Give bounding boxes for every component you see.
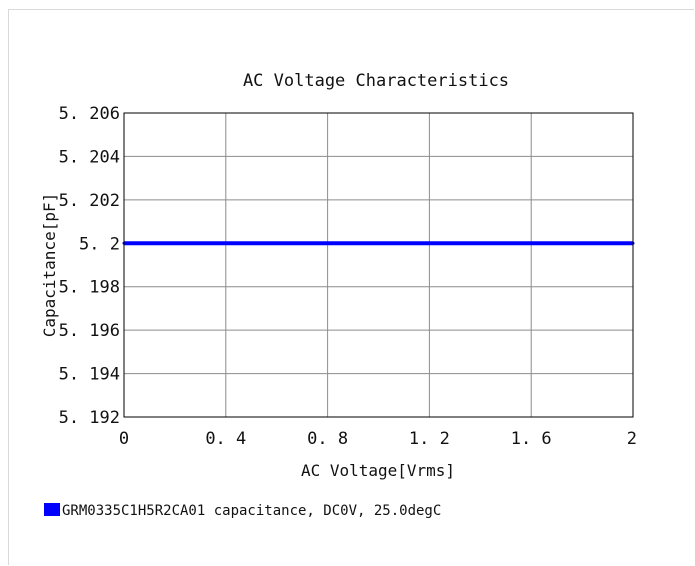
data-point [529, 241, 533, 245]
x-tick-label: 0. 4 [205, 429, 246, 449]
x-tick-label: 1. 2 [409, 429, 450, 449]
data-point [427, 241, 431, 245]
tick-labels: 0 0. 4 0. 8 1. 2 1. 6 2 5. 192 5. 194 5. 196 5. 1… [59, 104, 637, 449]
legend: GRM0335C1H5R2CA01 capacitance, DC0V, 25.… [44, 503, 441, 519]
y-tick-label: 5. 196 [59, 321, 120, 341]
plot-area-border [123, 112, 634, 418]
legend-label: GRM0335C1H5R2CA01 capacitance, DC0V, 25.… [62, 503, 441, 519]
data-point [224, 241, 228, 245]
y-tick-label: 5. 206 [59, 104, 120, 124]
data-point [326, 241, 330, 245]
y-tick-label: 5. 202 [59, 191, 120, 211]
y-tick-label: 5. 198 [59, 278, 120, 298]
y-tick-label: 5. 194 [59, 365, 120, 385]
x-axis-label: AC Voltage[Vrms] [301, 461, 455, 480]
y-tick-label: 5. 204 [59, 147, 120, 167]
grid-lines [123, 112, 634, 418]
x-tick-label: 1. 6 [511, 429, 552, 449]
y-tick-label: 5. 192 [59, 408, 120, 428]
x-tick-label: 2 [627, 429, 637, 449]
series-layer [122, 241, 635, 246]
x-tick-label: 0 [119, 429, 129, 449]
x-tick-label: 0. 8 [307, 429, 348, 449]
chart-title: AC Voltage Characteristics [243, 71, 509, 91]
y-tick-label: 5. 2 [79, 234, 120, 254]
y-axis-label: Capacitance[pF] [40, 193, 59, 338]
legend-swatch [44, 503, 60, 516]
